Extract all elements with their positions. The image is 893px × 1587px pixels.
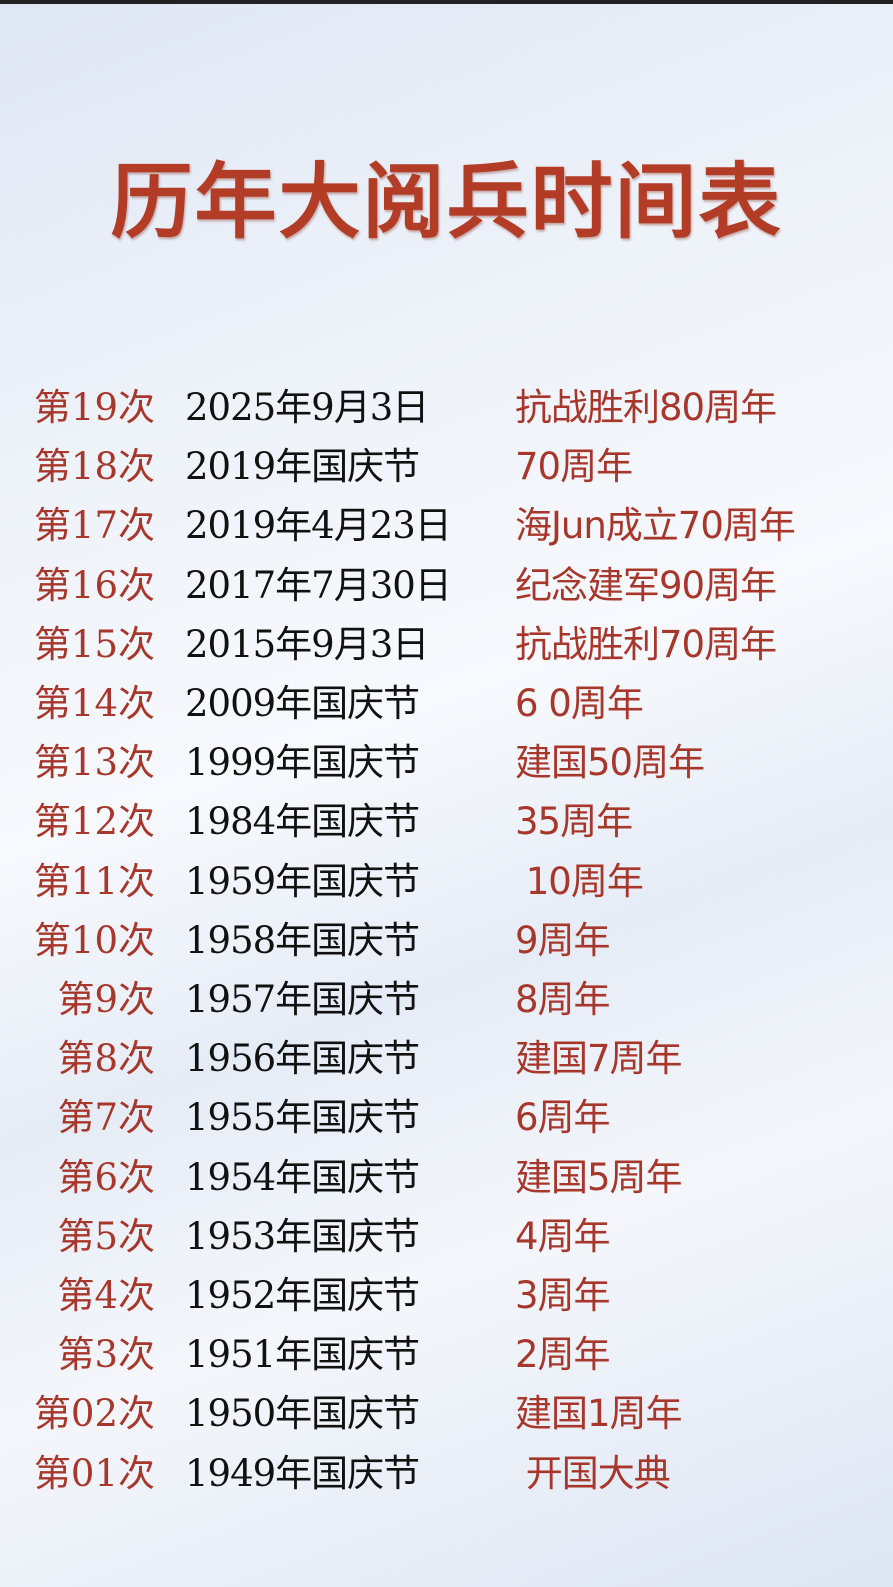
parade-number: 第02次 [33, 1392, 155, 1436]
parade-number: 第17次 [33, 504, 155, 548]
parade-date: 2025年9月3日 [185, 386, 429, 429]
parade-number: 第01次 [33, 1451, 155, 1495]
parade-event: 9周年 [515, 918, 611, 962]
parade-event: 70周年 [515, 445, 633, 489]
parade-number: 第19次 [33, 386, 155, 429]
parade-number: 第14次 [33, 682, 155, 725]
parade-date: 1984年国庆节 [185, 800, 420, 844]
table-row: 第18次 2019年国庆节 70周年 [0, 439, 893, 495]
table-row: 第12次 1984年国庆节 35周年 [0, 794, 893, 850]
table-row: 第01次 1949年国庆节 开国大典 [0, 1446, 893, 1502]
table-row: 第02次 1950年国庆节 建国1周年 [0, 1386, 893, 1442]
parade-date: 1950年国庆节 [185, 1392, 420, 1436]
page-title: 历年大阅兵时间表 [110, 154, 783, 250]
parade-event: 抗战胜利70周年 [515, 622, 777, 666]
table-row: 第11次 1959年国庆节 10周年 [0, 854, 893, 910]
parade-event: 建国5周年 [515, 1155, 683, 1199]
parade-date: 1949年国庆节 [185, 1451, 420, 1495]
parade-number: 第11次 [33, 859, 155, 903]
parade-number: 第12次 [33, 800, 155, 844]
table-row: 第9次 1957年国庆节 8周年 [0, 972, 893, 1028]
parade-date: 1958年国庆节 [185, 918, 420, 962]
table-row: 第6次 1954年国庆节 建国5周年 [0, 1150, 893, 1206]
parade-event: 6 0周年 [515, 682, 644, 725]
table-row: 第7次 1955年国庆节 6周年 [0, 1090, 893, 1146]
parade-date: 1955年国庆节 [185, 1096, 420, 1140]
parade-event: 3周年 [515, 1274, 611, 1317]
parade-number: 第4次 [57, 1274, 155, 1317]
parade-date: 1959年国庆节 [185, 859, 420, 903]
parade-date: 2015年9月3日 [185, 622, 429, 666]
parade-date: 1999年国庆节 [185, 741, 420, 785]
parade-date: 1954年国庆节 [185, 1155, 420, 1199]
parade-event: 建国7周年 [515, 1037, 683, 1081]
parade-number: 第5次 [57, 1214, 155, 1258]
table-row: 第10次 1958年国庆节 9周年 [0, 913, 893, 969]
parade-event: 2周年 [515, 1333, 611, 1377]
table-row: 第15次 2015年9月3日 抗战胜利70周年 [0, 617, 893, 673]
parade-number: 第15次 [33, 622, 155, 666]
parade-number: 第9次 [57, 978, 155, 1021]
parade-event: 35周年 [515, 800, 633, 844]
parade-date: 2019年国庆节 [185, 445, 420, 489]
parade-number: 第8次 [57, 1037, 155, 1081]
table-row: 第14次 2009年国庆节 6 0周年 [0, 676, 893, 732]
parade-number: 第18次 [33, 445, 155, 489]
parade-event: 4周年 [515, 1214, 611, 1258]
parade-number: 第16次 [33, 563, 155, 607]
table-row: 第4次 1952年国庆节 3周年 [0, 1268, 893, 1324]
parade-date: 2009年国庆节 [185, 682, 420, 725]
parade-date: 2019年4月23日 [185, 504, 452, 548]
parade-number: 第3次 [57, 1333, 155, 1377]
table-row: 第8次 1956年国庆节 建国7周年 [0, 1031, 893, 1087]
table-row: 第17次 2019年4月23日 海Jun成立70周年 [0, 498, 893, 554]
table-row: 第5次 1953年国庆节 4周年 [0, 1209, 893, 1265]
parade-number: 第7次 [57, 1096, 155, 1140]
parade-event: 建国1周年 [515, 1392, 683, 1436]
parade-date: 1952年国庆节 [185, 1274, 420, 1317]
parade-date: 1951年国庆节 [185, 1333, 420, 1377]
parade-event: 开国大典 [515, 1451, 671, 1495]
parade-date: 1956年国庆节 [185, 1037, 420, 1081]
parade-number: 第6次 [57, 1155, 155, 1199]
parade-event: 抗战胜利80周年 [515, 386, 777, 429]
table-row: 第16次 2017年7月30日 纪念建军90周年 [0, 558, 893, 614]
table-row: 第19次 2025年9月3日 抗战胜利80周年 [0, 380, 893, 436]
parade-event: 建国50周年 [515, 741, 705, 785]
parade-event: 8周年 [515, 978, 611, 1021]
parade-date: 1953年国庆节 [185, 1214, 420, 1258]
parade-date: 1957年国庆节 [185, 978, 420, 1021]
parade-event: 6周年 [515, 1096, 611, 1140]
top-bar [0, 0, 893, 4]
parade-date: 2017年7月30日 [185, 563, 452, 607]
table-row: 第3次 1951年国庆节 2周年 [0, 1327, 893, 1383]
parade-number: 第10次 [33, 918, 155, 962]
parade-number: 第13次 [33, 741, 155, 785]
parade-event: 10周年 [515, 859, 644, 903]
table-row: 第13次 1999年国庆节 建国50周年 [0, 735, 893, 791]
parade-event: 纪念建军90周年 [515, 563, 777, 607]
parade-event: 海Jun成立70周年 [515, 504, 796, 548]
